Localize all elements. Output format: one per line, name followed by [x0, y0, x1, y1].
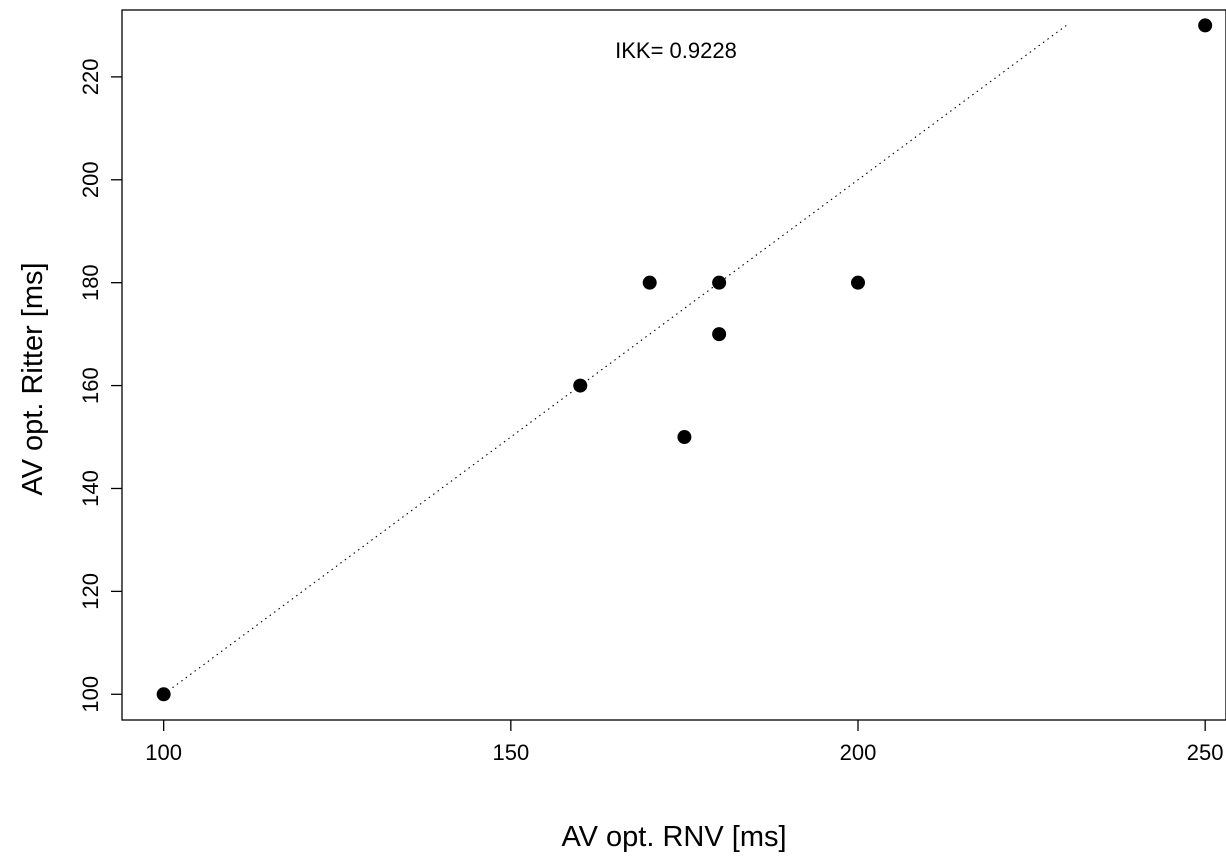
data-point	[712, 275, 727, 290]
x-tick-label: 150	[492, 740, 529, 765]
data-point	[573, 378, 588, 393]
y-tick-label: 180	[78, 264, 103, 301]
plot-frame	[121, 9, 1226, 721]
data-point	[1198, 18, 1213, 33]
x-tick-label: 250	[1187, 740, 1224, 765]
x-axis-title: AV opt. RNV [ms]	[561, 821, 786, 853]
identity-reference-line	[163, 24, 1067, 695]
y-tick-label: 140	[78, 470, 103, 507]
data-point	[712, 327, 727, 342]
data-point	[851, 275, 865, 290]
y-tick-label: 220	[78, 59, 103, 96]
y-axis: 100 120 140 160 180 200 220	[78, 59, 122, 713]
data-points	[156, 18, 1213, 702]
y-tick-label: 100	[78, 676, 103, 713]
y-axis-title: AV opt. Ritter [ms]	[17, 262, 49, 495]
y-tick-label: 160	[78, 367, 103, 404]
y-tick-label: 120	[78, 573, 103, 610]
x-tick-label: 200	[840, 740, 877, 765]
annotation-ikk: IKK= 0.9228	[615, 38, 737, 63]
x-axis: 100 150 200 250	[145, 720, 1224, 765]
x-tick-label: 100	[145, 740, 182, 765]
data-point	[156, 687, 171, 702]
y-tick-label: 200	[78, 161, 103, 198]
data-point	[677, 430, 692, 445]
data-point	[642, 275, 657, 290]
